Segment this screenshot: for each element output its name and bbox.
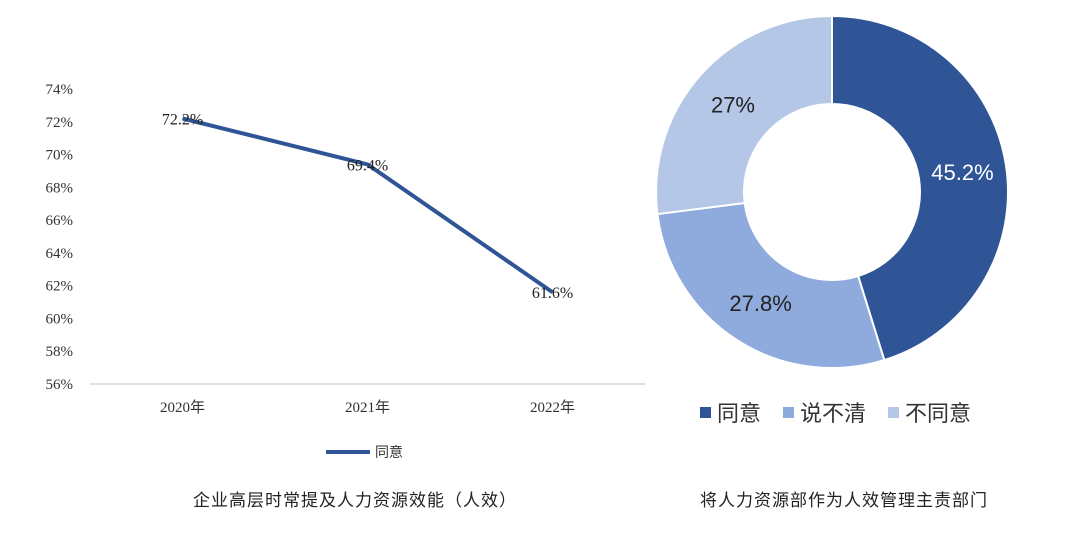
donut-legend: 同意 说不清 不同意 xyxy=(700,396,971,428)
data-label: 69.4% xyxy=(347,157,388,174)
x-tick-label: 2020年 xyxy=(160,399,205,416)
slice-label: 27.8% xyxy=(729,291,791,316)
donut-slice xyxy=(655,14,833,216)
data-label: 72.2% xyxy=(162,112,203,129)
y-tick-label: 70% xyxy=(46,148,74,164)
legend-swatch-unsure xyxy=(783,406,795,418)
legend-label-agree: 同意 xyxy=(717,402,762,427)
y-tick-label: 74% xyxy=(46,82,74,98)
y-tick-label: 56% xyxy=(46,377,74,393)
slice-label: 45.2% xyxy=(931,160,993,185)
x-axis-ticks: 2020年 2021年 2022年 xyxy=(160,399,575,416)
y-tick-label: 58% xyxy=(46,344,74,360)
slice-label: 27% xyxy=(711,93,755,118)
line-legend: 同意 xyxy=(326,444,403,461)
y-tick-label: 64% xyxy=(46,246,74,262)
y-axis-ticks: 56% 58% 60% 62% 64% 66% 68% 70% 72% 74% xyxy=(46,82,74,393)
legend-label-unsure: 说不清 xyxy=(800,402,867,427)
legend-swatch-disagree xyxy=(888,406,900,418)
y-tick-label: 68% xyxy=(46,180,74,196)
data-label: 61.6% xyxy=(532,285,573,302)
donut-slices xyxy=(655,14,1009,369)
donut-slice xyxy=(656,201,886,369)
line-chart: 56% 58% 60% 62% 64% 66% 68% 70% 72% 74% 2020年 2021… xyxy=(46,82,645,461)
y-tick-label: 72% xyxy=(46,115,74,131)
donut-chart: 45.2% 27.8% 27% xyxy=(655,14,1009,369)
line-chart-title: 企业高层时常提及人力资源效能（人效） xyxy=(193,491,517,511)
y-tick-label: 60% xyxy=(46,311,74,327)
legend-item-disagree: 不同意 xyxy=(888,396,971,428)
legend-label-disagree: 不同意 xyxy=(905,402,972,427)
series-line-agree xyxy=(182,116,554,294)
legend-item-unsure: 说不清 xyxy=(783,396,866,428)
legend-label-agree: 同意 xyxy=(375,444,403,461)
data-labels: 72.2% 69.4% 61.6% xyxy=(162,112,573,303)
x-tick-label: 2021年 xyxy=(345,399,390,416)
x-tick-label: 2022年 xyxy=(530,399,575,416)
y-tick-label: 66% xyxy=(46,213,74,229)
donut-slice xyxy=(831,14,1009,362)
legend-item-agree: 同意 xyxy=(700,396,761,428)
legend-swatch-agree xyxy=(700,406,711,418)
donut-slice-labels: 45.2% 27.8% 27% xyxy=(711,93,994,316)
donut-chart-title: 将人力资源部作为人效管理主责部门 xyxy=(700,491,988,511)
y-tick-label: 62% xyxy=(46,279,74,295)
